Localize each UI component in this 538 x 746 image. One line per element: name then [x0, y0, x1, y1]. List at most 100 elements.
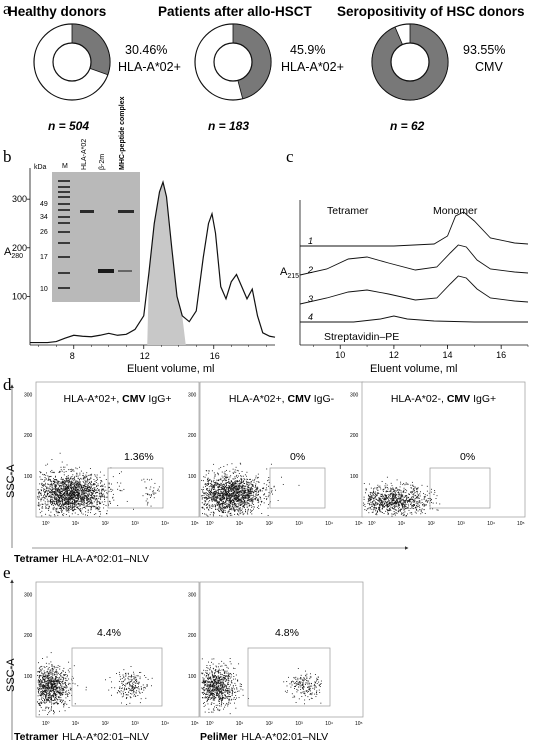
d-xtick-0: 10⁰ [368, 521, 376, 527]
c-xtick-10: 10 [335, 350, 345, 360]
d-xtick-3: 10³ [131, 521, 139, 527]
e-xlabel-2: PeliMer HLA-A*02:01–NLV [200, 731, 328, 743]
d-xtick-1: 10¹ [398, 521, 406, 527]
e-xtick-4: 10⁴ [325, 721, 333, 727]
c-trace-label-3: 3 [308, 294, 313, 304]
e-ytick-100: 100 [24, 674, 33, 680]
e-ylabel: SSC-A [5, 658, 17, 692]
b-highlight-fraction [147, 182, 186, 345]
sec-chromatogram: 300 200 100 8 12 16 A280 Eluent volume, ml k… [4, 96, 276, 375]
e-gate-1 [71, 647, 163, 707]
e-events-2 [201, 658, 322, 715]
e-gate-pct-1: 4.4% [97, 627, 121, 639]
e-ytick-200: 200 [188, 633, 197, 639]
c-xlabel: Eluent volume, ml [370, 363, 457, 375]
c-trace-2 [299, 244, 529, 276]
donut-2-hole [213, 42, 253, 82]
d-title-2: HLA-A*02+, CMV IgG- [229, 393, 335, 405]
d-gate-3 [429, 467, 491, 509]
d-xtick-0: 10⁰ [42, 521, 50, 527]
d-ytick-100: 100 [350, 474, 359, 480]
donut-2-percent: 45.9% [290, 43, 325, 57]
d-xtick-3: 10³ [457, 521, 465, 527]
b-xtick-16: 16 [210, 351, 220, 361]
d-xtick-5: 10⁵ [191, 521, 199, 527]
d-ytick-300: 300 [24, 392, 33, 398]
gel-marker-34: 34 [40, 214, 48, 221]
flow-panel-e: SSC-A Tetramer HLA-A*02:01–NLV PeliMer HLA… [5, 579, 364, 743]
donut-3-n: n = 62 [390, 119, 425, 133]
gel-lane-b2m: β-2m [99, 154, 106, 170]
gel-lane-complex: MHC-peptide complex [119, 96, 126, 170]
e-xtick-3: 10³ [295, 721, 303, 727]
c-trace-label-4: 4 [308, 312, 313, 322]
gel-image [52, 172, 140, 302]
gel-marker-26: 26 [40, 229, 48, 236]
d-xlabel: Tetramer HLA-A*02:01–NLV [14, 553, 149, 565]
d-events-2 [201, 462, 300, 517]
d-title-1: HLA-A*02+, CMV IgG+ [64, 393, 172, 405]
c-xtick-12: 12 [389, 350, 399, 360]
donut-chart-1: Healthy donors 30.46% HLA-A*02+ n = 504 [8, 4, 181, 133]
c-label-monomer: Monomer [433, 205, 478, 217]
b-xlabel: Eluent volume, ml [127, 363, 214, 375]
c-trace-1 [300, 211, 529, 247]
d-xtick-1: 10¹ [236, 521, 244, 527]
e-xtick-0: 10⁰ [42, 721, 50, 727]
e-plot-2: 300 200 100 10⁰ 10¹ 10² 10³ 10⁴ 10⁵ 4.8% [188, 581, 364, 727]
donut-2-n: n = 183 [208, 119, 249, 133]
donut-3-title: Seropositivity of HSC donors [337, 4, 525, 19]
donut-1-n: n = 504 [48, 119, 89, 133]
gel-marker-10: 10 [40, 286, 48, 293]
e-events-1 [37, 652, 153, 716]
donut-1-percent: 30.46% [125, 43, 167, 57]
gel-lane-hla: HLA-A*02 [81, 139, 88, 170]
d-plot-1: 300 200 100 10⁰ 10¹ 10² 10³ 10⁴ 10⁵ 1.36% HLA-A*02… [24, 381, 200, 527]
c-trace-label-1: 1 [308, 236, 313, 246]
d-ytick-300: 300 [188, 392, 197, 398]
c-trace-4 [300, 315, 528, 323]
d-ytick-100: 100 [24, 474, 33, 480]
donut-chart-2: Patients after allo-HSCT 45.9% HLA-A*02+… [158, 4, 344, 133]
gel-lane-m: M [62, 163, 68, 170]
donut-1-title: Healthy donors [8, 4, 106, 19]
flow-panel-d: SSC-A Tetramer HLA-A*02:01–NLV 300 200 100 1… [5, 381, 526, 565]
d-gate-2 [269, 467, 326, 509]
b-xtick-8: 8 [70, 351, 75, 361]
e-xtick-2: 10² [102, 721, 110, 727]
panel-label-d: d [3, 375, 12, 394]
e-xtick-3: 10³ [131, 721, 139, 727]
e-gate-2 [247, 647, 331, 707]
d-gate-pct-3: 0% [460, 451, 475, 463]
d-xtick-4: 10⁴ [161, 521, 169, 527]
tetramer-chromatogram: A215 Eluent volume, ml Tetramer Monomer … [280, 200, 529, 375]
d-xtick-2: 10² [428, 521, 436, 527]
panel-label-b: b [3, 147, 12, 166]
b-ytick-200: 200 [12, 243, 27, 253]
d-ytick-200: 200 [350, 433, 359, 439]
e-xtick-1: 10¹ [72, 721, 80, 727]
donut-2-subtitle: HLA-A*02+ [281, 60, 344, 74]
b-ytick-100: 100 [12, 291, 27, 301]
d-xtick-3: 10³ [295, 521, 303, 527]
e-ytick-100: 100 [188, 674, 197, 680]
donut-1-subtitle: HLA-A*02+ [118, 60, 181, 74]
c-xtick-14: 14 [443, 350, 453, 360]
gel-marker-49: 49 [40, 201, 48, 208]
d-xtick-5: 10⁵ [355, 521, 363, 527]
d-xtick-0: 10⁰ [206, 521, 214, 527]
donut-2-title: Patients after allo-HSCT [158, 4, 313, 19]
e-xtick-0: 10⁰ [206, 721, 214, 727]
e-gate-pct-2: 4.8% [275, 627, 299, 639]
e-xtick-1: 10¹ [236, 721, 244, 727]
e-xtick-5: 10⁵ [191, 721, 199, 727]
e-ytick-200: 200 [24, 633, 33, 639]
gel-kda-label: kDa [34, 164, 47, 171]
c-ylabel: A215 [280, 266, 299, 280]
d-xtick-1: 10¹ [72, 521, 80, 527]
d-events-3 [363, 476, 441, 517]
d-ytick-200: 200 [188, 433, 197, 439]
d-gate-pct-1: 1.36% [124, 451, 154, 463]
e-xtick-5: 10⁵ [355, 721, 363, 727]
